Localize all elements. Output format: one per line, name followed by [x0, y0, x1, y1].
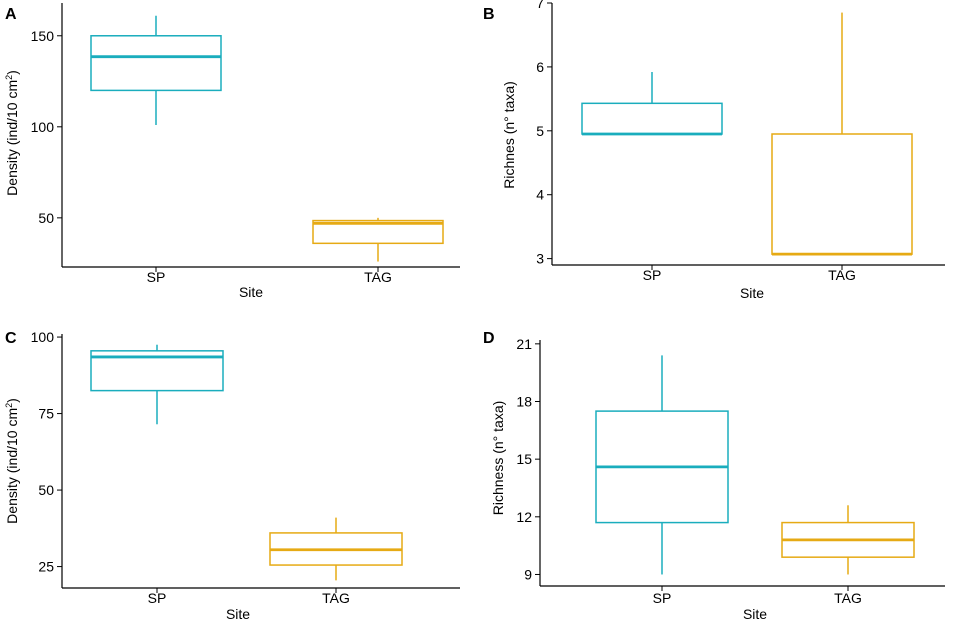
panel-d-tag-box — [781, 505, 915, 575]
panel-a-sp-box — [90, 15, 222, 125]
panel-b-y-tick-label: 5 — [536, 123, 544, 139]
panel-c-sp-box — [90, 344, 224, 425]
panel-b-x-tick-label: TAG — [828, 267, 856, 283]
panel-d-x-tick-label: TAG — [834, 590, 862, 606]
panel-a-x-axis-title: Site — [239, 284, 263, 300]
panel-b: B Richnes (n° taxa) Site 3 4 5 6 7 SP TAG — [483, 0, 945, 301]
panel-b-tag-box — [771, 12, 913, 256]
panel-c-x-tick-label: SP — [148, 590, 167, 606]
panel-d-y-tick-label: 9 — [524, 566, 532, 582]
panel-c-tag-box — [269, 517, 403, 581]
panel-c-y-axis-title: Density (ind/10 cm2) — [4, 398, 20, 524]
panel-d-y-tick-label: 15 — [516, 451, 532, 467]
panel-c-y-tick-label: 100 — [31, 329, 55, 345]
panel-a-y-axis-title: Density (ind/10 cm2) — [4, 70, 20, 196]
panel-c-plot: 25 50 75 100 SP TAG — [31, 329, 460, 606]
panel-b-letter: B — [483, 6, 495, 23]
panel-b-x-tick-label: SP — [643, 267, 662, 283]
panel-a-plot: 50 100 150 SP TAG — [31, 3, 460, 285]
panel-a-y-tick-label: 50 — [38, 210, 54, 226]
panel-c-y-tick-label: 25 — [38, 559, 54, 575]
panel-c-sp-iqr-rect — [90, 350, 224, 392]
panel-d-y-tick-label: 12 — [516, 509, 532, 525]
panel-a-y-tick-label: 150 — [31, 28, 55, 44]
panel-d-x-tick-label: SP — [653, 590, 672, 606]
panel-c-y-tick-label: 75 — [38, 406, 54, 422]
panel-a-tag-iqr-rect — [312, 219, 444, 245]
panel-d-y-axis-title: Richness (n° taxa) — [490, 401, 506, 516]
panel-a-tag-box — [312, 217, 444, 262]
panel-d: D Richness (n° taxa) Site 9 12 15 18 21 SP TAG — [483, 330, 945, 622]
panel-c-y-tick-label: 50 — [38, 482, 54, 498]
panel-c-letter: C — [5, 330, 17, 347]
panel-a-x-tick-label: SP — [147, 269, 166, 285]
panel-d-y-tick-label: 18 — [516, 394, 532, 410]
panel-b-y-tick-label: 3 — [536, 251, 544, 267]
panel-a-sp-iqr-rect — [90, 35, 222, 92]
panel-a: A Density (ind/10 cm2) Site 50 100 150 SP TA… — [4, 3, 460, 300]
panel-a-letter: A — [5, 6, 17, 23]
panel-b-y-axis-title: Richnes (n° taxa) — [501, 81, 517, 189]
panel-d-x-axis-title: Site — [743, 606, 767, 622]
panel-b-sp-box — [581, 72, 723, 136]
panel-b-y-tick-label: 7 — [536, 0, 544, 11]
panel-b-sp-iqr-rect — [581, 102, 723, 135]
panel-a-y-tick-label: 100 — [31, 119, 55, 135]
panel-b-y-tick-label: 6 — [536, 59, 544, 75]
panel-a-x-tick-label: TAG — [364, 269, 392, 285]
panel-d-plot: 9 12 15 18 21 SP TAG — [516, 336, 945, 606]
panel-b-x-axis-title: Site — [740, 285, 764, 301]
panel-c-x-axis-title: Site — [226, 606, 250, 622]
panel-d-sp-box — [595, 355, 729, 575]
panel-b-plot: 3 4 5 6 7 SP TAG — [536, 0, 945, 283]
panel-b-tag-iqr-rect — [771, 133, 913, 255]
panel-d-letter: D — [483, 330, 495, 347]
panel-b-y-tick-label: 4 — [536, 187, 544, 203]
panel-c: C Density (ind/10 cm2) Site 25 50 75 100 SP T… — [4, 329, 460, 622]
panel-d-y-tick-label: 21 — [516, 336, 532, 352]
panel-c-x-tick-label: TAG — [322, 590, 350, 606]
